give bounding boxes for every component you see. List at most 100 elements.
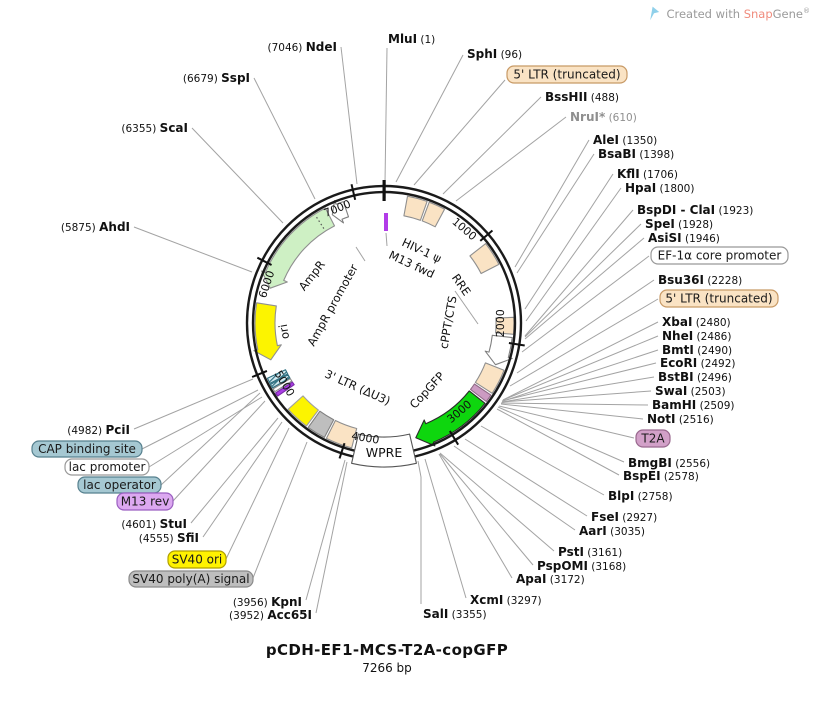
watermark-text: Created with SnapGene®: [666, 6, 810, 21]
site-name: Acc65I: [267, 608, 312, 622]
site-position: (488): [587, 92, 619, 104]
site-name: AsiSI: [648, 231, 682, 245]
feature-t2a: [469, 383, 492, 403]
site-position: (2503): [687, 386, 725, 398]
site-position: (2486): [693, 331, 731, 343]
boxed-label-sv40-polya: SV40 poly(A) signal: [128, 570, 254, 588]
site-label-HpaI: HpaI (1800): [625, 181, 694, 195]
site-name: ApaI: [516, 572, 546, 586]
feature-rre: [469, 243, 500, 275]
boxed-label-sv40-ori: SV40 ori: [167, 550, 227, 569]
site-name: PstI: [558, 545, 584, 559]
site-name: XbaI: [662, 315, 692, 329]
site-position: (2492): [697, 358, 735, 370]
boxed-label-m13-rev: M13 rev: [116, 492, 174, 511]
site-label-BlpI: BlpI (2758): [608, 489, 673, 503]
site-label-BamHI: BamHI (2509): [652, 398, 735, 412]
feature-label-three-ltr-du3: 3' LTR (ΔU3): [323, 367, 393, 408]
site-name: BspEI: [623, 469, 661, 483]
callout-line-m13-rev: [172, 400, 266, 502]
site-label-SalI: SalI (3355): [423, 607, 487, 621]
boxed-label-text-sv40-polya: SV40 poly(A) signal: [132, 572, 249, 586]
callout-line-PspOMI: [439, 453, 534, 566]
site-label-BmgBI: BmgBI (2556): [628, 456, 710, 470]
boxed-label-text-five-ltr-truncated-1: 5' LTR (truncated): [513, 68, 620, 82]
boxed-label-lac-promoter: lac promoter: [64, 458, 150, 476]
tick-3000: [448, 430, 460, 446]
site-label-XbaI: XbaI (2480): [662, 315, 731, 329]
callout-line-BstBI: [501, 376, 655, 403]
site-label-EcoRI: EcoRI (2492): [660, 356, 736, 370]
site-name: EcoRI: [660, 356, 697, 370]
callout-line-NruI: [455, 116, 567, 202]
boxed-label-text-sv40-ori: SV40 ori: [172, 553, 223, 567]
callout-line-NheI: [502, 335, 659, 401]
feature-lac-promoter: [272, 378, 293, 393]
site-name: BmgBI: [628, 456, 672, 470]
boxed-label-bg-five-ltr-truncated-2: [659, 289, 779, 308]
site-label-AarI: AarI (3035): [579, 524, 645, 538]
site-position: (1928): [675, 219, 713, 231]
callout-line-five-ltr-truncated-2: [509, 298, 659, 387]
feature-cap-binding-site: [266, 369, 289, 384]
site-position: (1350): [619, 135, 657, 147]
callout-line-XbaI: [502, 321, 659, 401]
site-name: KflI: [617, 167, 640, 181]
boxed-label-bg-five-ltr-truncated-1: [506, 65, 628, 84]
boxed-label-text-ef1a-core-promoter: EF-1α core promoter: [658, 249, 782, 263]
feature-wpre: [351, 433, 417, 468]
callout-line-BmgBI: [497, 406, 625, 463]
site-label-MluI: MluI (1): [388, 32, 435, 46]
site-name: BsaBI: [598, 147, 636, 161]
site-label-BsaBI: BsaBI (1398): [598, 147, 674, 161]
feature-label-ori: ori: [276, 323, 292, 340]
boxed-label-five-ltr-truncated-1: 5' LTR (truncated): [506, 65, 628, 84]
callout-line-SpeI: [524, 223, 642, 338]
boxed-label-lac-operator: lac operator: [77, 476, 162, 494]
site-name: SpeI: [645, 217, 675, 231]
callout-line-BsaBI: [516, 153, 595, 274]
site-name: NruI*: [570, 110, 606, 124]
site-label-AhdI: (5875) AhdI: [61, 220, 130, 234]
site-label-NotI: NotI (2516): [647, 412, 714, 426]
site-position: (1800): [656, 183, 694, 195]
site-position: (4555): [139, 533, 177, 545]
feature-ampr-promoter: [331, 200, 350, 224]
callout-line-BssHII: [442, 96, 542, 195]
site-position: (2490): [694, 345, 732, 357]
site-position: (7046): [267, 42, 305, 54]
boxed-label-bg-t2a: [635, 429, 671, 448]
feature-label-copgfp: CopGFP: [407, 369, 448, 411]
ring-features: [253, 195, 515, 449]
site-position: (2758): [634, 491, 672, 503]
callout-line-AhdI: [133, 226, 253, 273]
site-position: (4601): [121, 519, 159, 531]
site-name: PspOMI: [537, 559, 588, 573]
callout-line-ApaI: [438, 453, 513, 579]
callout-line-five-ltr-truncated-1: [413, 79, 506, 186]
site-position: (4982): [67, 425, 105, 437]
feature-lac-operator: [269, 374, 291, 389]
site-position: (1398): [636, 149, 674, 161]
site-position: (6679): [183, 73, 221, 85]
callout-line-PciI: [133, 378, 254, 430]
site-label-XcmI: XcmI (3297): [470, 593, 542, 607]
site-name: XcmI: [470, 593, 503, 607]
feature-sv40-polya: [307, 410, 335, 438]
tick-5000: [251, 370, 268, 378]
callout-line-BspEI: [496, 408, 620, 476]
feature-ampr: [261, 207, 336, 289]
site-position: (3161): [584, 547, 622, 559]
boxed-label-text-five-ltr-truncated-2: 5' LTR (truncated): [665, 292, 772, 306]
site-label-Acc65I: (3952) Acc65I: [229, 608, 312, 622]
site-name: HpaI: [625, 181, 656, 195]
feature-five-ltr-psi-segment-a: [403, 195, 428, 221]
feature-copgfp: [415, 390, 486, 447]
ampr-promoter-conn: [355, 246, 366, 262]
callout-line-SspI: [253, 77, 316, 200]
site-label-PspOMI: PspOMI (3168): [537, 559, 626, 573]
site-name: SphI: [467, 47, 497, 61]
site-position: (1923): [715, 205, 753, 217]
feature-ori: [253, 302, 282, 361]
